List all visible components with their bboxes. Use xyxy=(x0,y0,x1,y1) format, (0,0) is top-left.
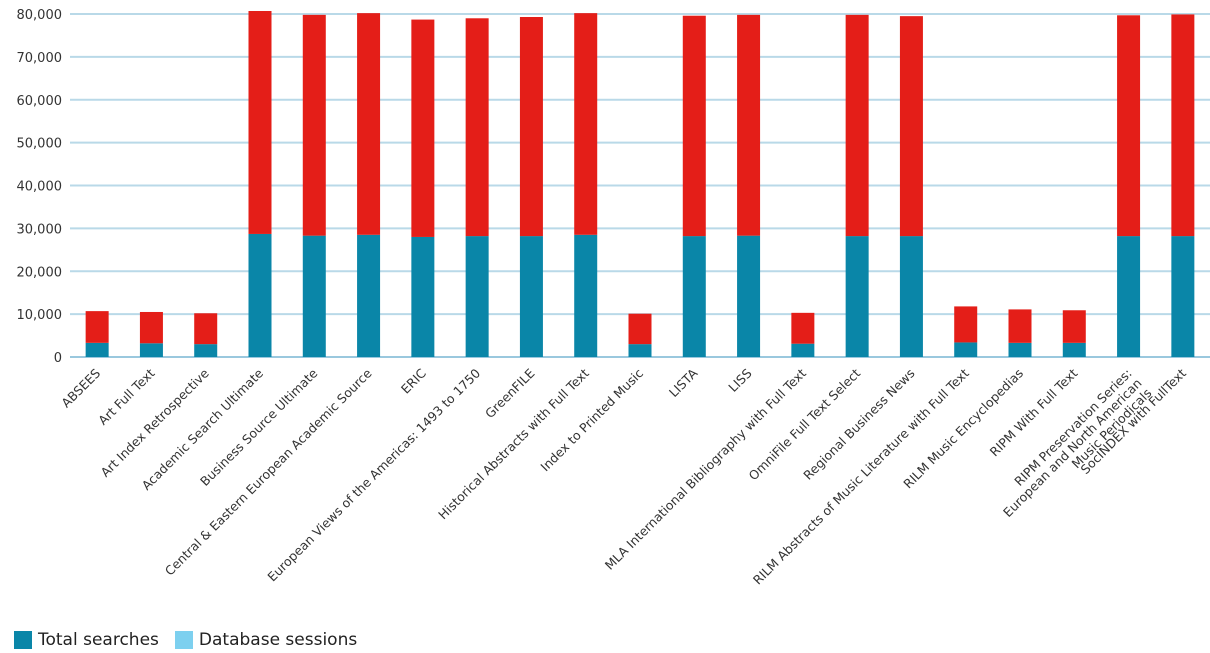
bar-segment-s0-16 xyxy=(954,342,978,357)
bar-segment-s1-10 xyxy=(628,313,652,345)
bar-segment-s0-18 xyxy=(1062,342,1086,357)
bar-segment-s1-13 xyxy=(791,312,815,344)
bar-segment-s1-15 xyxy=(899,16,923,237)
bar-segment-s0-2 xyxy=(194,344,218,357)
bar-segment-s1-0 xyxy=(85,311,109,343)
bar-segment-s1-7 xyxy=(465,18,489,237)
y-tick-label: 10,000 xyxy=(17,308,63,323)
y-tick-label: 0 xyxy=(54,351,62,366)
bar-segment-s1-6 xyxy=(411,19,435,237)
legend: Total searches Database sessions xyxy=(14,630,373,650)
bar-segment-s0-0 xyxy=(85,342,109,357)
bar-segment-s1-19 xyxy=(1117,15,1141,237)
legend-item-0: Total searches xyxy=(14,630,159,650)
x-tick-label: GreenFILE xyxy=(482,365,538,421)
bar-segment-s0-12 xyxy=(737,235,761,357)
legend-item-1: Database sessions xyxy=(174,630,358,650)
bar-segment-s0-17 xyxy=(1008,342,1032,357)
x-tick-label: LISTA xyxy=(666,365,701,400)
x-tick-label: Central & Eastern European Academic Sour… xyxy=(162,365,375,578)
stacked-bar-chart: 0 10,000 20,000 30,000 40,000 50,000 60,000 70,… xyxy=(17,8,1210,587)
bar-segment-s0-19 xyxy=(1117,236,1141,357)
bar-segment-s0-10 xyxy=(628,344,652,357)
bar-segment-s0-6 xyxy=(411,236,435,357)
bars xyxy=(85,10,1195,357)
y-tick-label: 40,000 xyxy=(17,180,63,195)
bar-segment-s1-14 xyxy=(845,14,869,237)
x-tick-label: OmniFile Full Text Select xyxy=(746,365,864,483)
x-tick-label: Index to Printed Music xyxy=(537,365,646,474)
bar-segment-s0-3 xyxy=(248,233,272,357)
bar-segment-s0-4 xyxy=(302,235,326,357)
x-tick-label: Regional Business News xyxy=(800,366,917,483)
legend-label-0: Total searches xyxy=(38,630,159,650)
x-tick-label: ABSEES xyxy=(58,365,103,410)
bar-segment-s0-20 xyxy=(1171,236,1195,357)
bar-segment-s1-2 xyxy=(194,313,218,345)
bar-segment-s1-18 xyxy=(1062,310,1086,343)
legend-swatch-0 xyxy=(14,631,32,649)
bar-segment-s1-1 xyxy=(139,311,163,344)
bar-segment-s1-16 xyxy=(954,306,978,343)
y-tick-label: 30,000 xyxy=(17,222,63,237)
bar-segment-s0-9 xyxy=(574,234,598,357)
y-tick-label: 50,000 xyxy=(17,137,63,152)
bar-segment-s1-3 xyxy=(248,10,272,234)
x-tick-label: LISS xyxy=(725,365,754,394)
bar-segment-s0-1 xyxy=(139,343,163,357)
bar-segment-s0-7 xyxy=(465,236,489,357)
y-tick-label: 60,000 xyxy=(17,94,63,109)
legend-label-1: Database sessions xyxy=(198,630,358,650)
y-tick-label: 80,000 xyxy=(17,8,63,23)
bar-segment-s1-4 xyxy=(302,14,326,236)
bar-segment-s0-8 xyxy=(519,236,543,357)
bar-segment-s1-5 xyxy=(357,13,381,235)
bar-segment-s1-12 xyxy=(737,14,761,236)
y-tick-label: 70,000 xyxy=(17,51,63,66)
bar-segment-s1-17 xyxy=(1008,309,1032,343)
legend-swatch-1 xyxy=(174,631,193,649)
x-tick-label: ERIC xyxy=(398,365,429,396)
x-tick-label: Art Index Retrospective xyxy=(98,365,213,480)
bar-segment-s1-11 xyxy=(682,15,706,237)
gridlines xyxy=(70,13,1210,358)
bar-segment-s0-13 xyxy=(791,343,815,357)
x-tick-label: MLA International Bibliography with Full… xyxy=(602,365,809,572)
bar-segment-s0-5 xyxy=(357,234,381,357)
bar-segment-s0-15 xyxy=(899,236,923,357)
bar-segment-s1-8 xyxy=(519,17,543,237)
x-tick-label: RIPM Preservation Series:European and No… xyxy=(990,366,1154,530)
bar-segment-s0-14 xyxy=(845,236,869,357)
y-tick-label: 20,000 xyxy=(17,265,63,280)
bar-segment-s0-11 xyxy=(682,236,706,357)
y-axis: 0 10,000 20,000 30,000 40,000 50,000 60,000 70,… xyxy=(17,8,63,366)
bar-segment-s1-9 xyxy=(574,13,598,235)
bar-segment-s1-20 xyxy=(1171,14,1195,237)
